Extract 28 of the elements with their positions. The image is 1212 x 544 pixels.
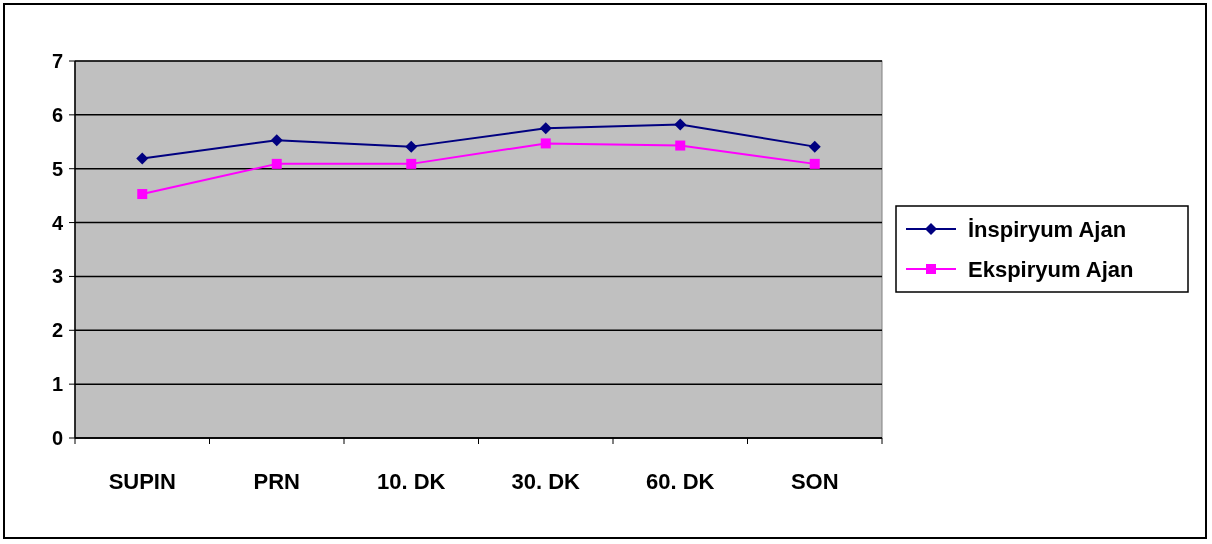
y-tick-label: 6	[51, 103, 63, 126]
point	[270, 134, 283, 147]
point	[539, 122, 552, 135]
x-tick-label: SUPIN	[108, 469, 176, 494]
x-tick-label: PRN	[253, 469, 300, 494]
point	[674, 118, 687, 131]
point	[540, 138, 551, 149]
point	[809, 158, 820, 169]
y-tick-label: 2	[51, 319, 63, 342]
y-tick-label: 0	[51, 427, 63, 449]
legend-label: İnspiryum Ajan	[968, 216, 1127, 242]
x-tick-label: 10. DK	[377, 469, 446, 494]
point	[808, 140, 821, 153]
legend-label: Ekspiryum Ajan	[968, 256, 1134, 282]
y-tick-label: 1	[51, 373, 63, 396]
y-tick-label: 3	[51, 265, 63, 288]
x-tick-label: 60. DK	[646, 469, 715, 494]
point	[136, 152, 149, 165]
y-tick-label: 5	[51, 157, 63, 180]
y-tick-label: 7	[51, 50, 63, 72]
point	[137, 189, 148, 200]
x-tick-label: SON	[790, 469, 839, 494]
point	[405, 140, 418, 153]
x-tick-label: 30. DK	[511, 469, 581, 494]
point	[675, 140, 686, 151]
point	[271, 158, 282, 169]
y-tick-label: 4	[51, 211, 64, 234]
point	[406, 158, 417, 169]
